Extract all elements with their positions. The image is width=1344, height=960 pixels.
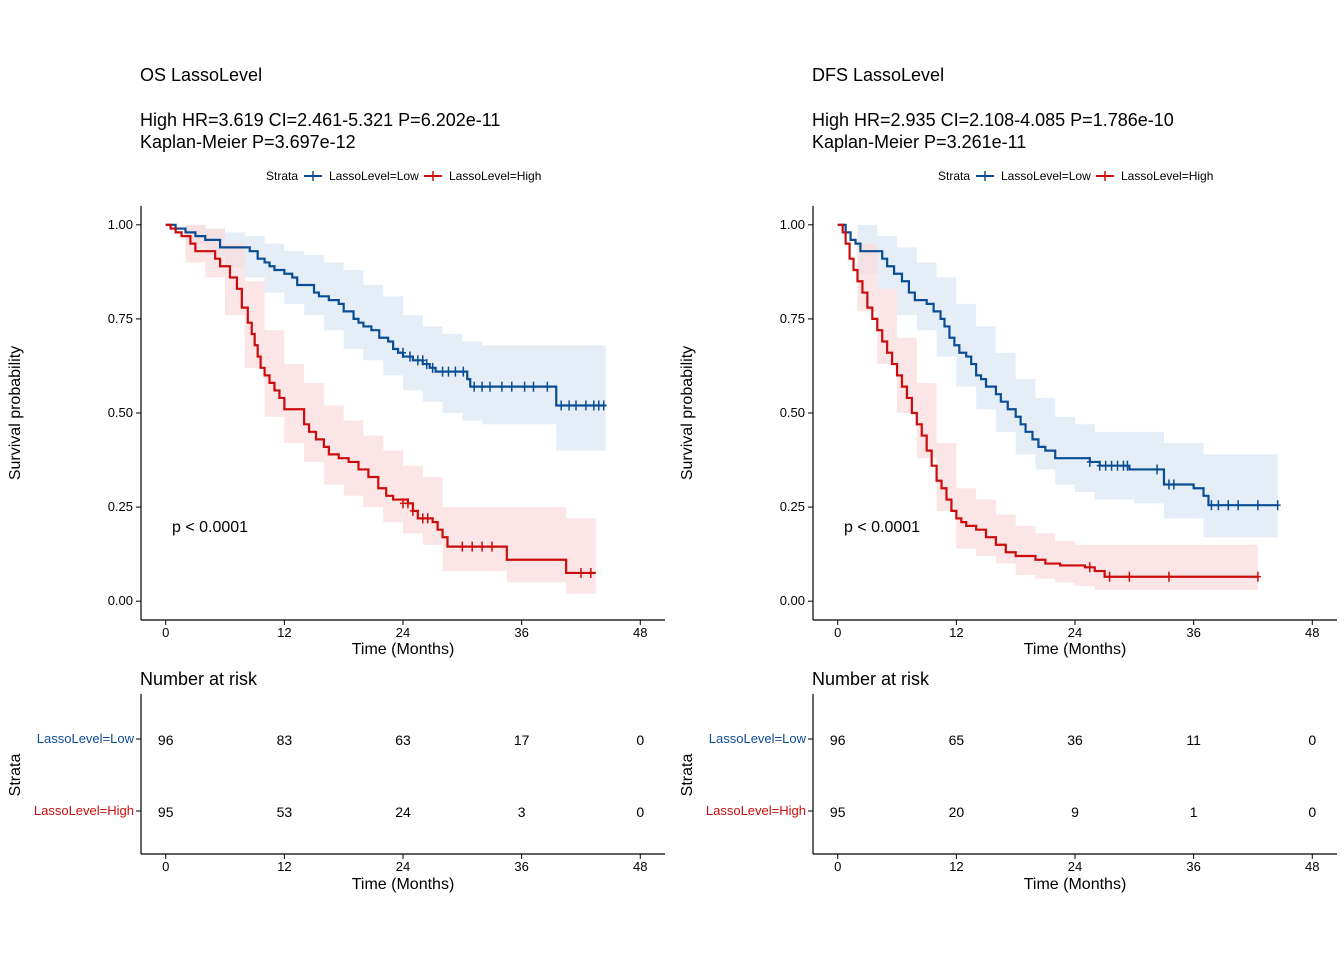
legend: Strata LassoLevel=Low LassoLevel=High bbox=[266, 169, 541, 183]
x-tick-label: 12 bbox=[277, 625, 291, 640]
chart-subtitle-line: Kaplan-Meier P=3.697e-12 bbox=[140, 132, 356, 152]
risk-count: 0 bbox=[1308, 804, 1316, 820]
legend-entry: LassoLevel=Low bbox=[329, 169, 419, 183]
ci-band-low bbox=[837, 224, 1278, 538]
risk-x-tick-label: 36 bbox=[514, 859, 528, 874]
y-tick-label: 0.75 bbox=[108, 311, 133, 326]
risk-count: 96 bbox=[158, 732, 174, 748]
x-axis-label: Time (Months) bbox=[352, 641, 455, 658]
chart-title: OS LassoLevel bbox=[140, 65, 262, 85]
legend-title: Strata bbox=[938, 169, 970, 183]
risk-count: 65 bbox=[949, 732, 965, 748]
risk-x-tick-label: 24 bbox=[1068, 859, 1082, 874]
risk-count: 1 bbox=[1190, 804, 1198, 820]
y-axis-label: Survival probability bbox=[679, 346, 696, 480]
y-tick-label: 0.25 bbox=[108, 499, 133, 514]
y-tick-label: 0.00 bbox=[780, 593, 805, 608]
x-tick-label: 0 bbox=[834, 625, 841, 640]
risk-count: 53 bbox=[277, 804, 293, 820]
risk-count: 17 bbox=[514, 732, 530, 748]
risk-count: 83 bbox=[277, 732, 293, 748]
y-tick-label: 0.75 bbox=[780, 311, 805, 326]
risk-table-y-label: Strata bbox=[679, 754, 696, 797]
p-value-label: p < 0.0001 bbox=[844, 519, 920, 536]
legend-title: Strata bbox=[266, 169, 298, 183]
risk-x-tick-label: 0 bbox=[162, 859, 169, 874]
risk-count: 20 bbox=[949, 804, 965, 820]
risk-row-label: LassoLevel=High bbox=[706, 803, 806, 818]
x-tick-label: 12 bbox=[949, 625, 963, 640]
y-tick-label: 0.00 bbox=[108, 593, 133, 608]
risk-table: Number at risk LassoLevel=Low 96 83 63 17 0 Las… bbox=[7, 669, 665, 893]
chart-subtitle-line: Kaplan-Meier P=3.261e-11 bbox=[812, 132, 1026, 152]
risk-count: 96 bbox=[830, 732, 846, 748]
survival-panel-1: OS LassoLevel High HR=3.619 CI=2.461-5.32… bbox=[7, 65, 665, 893]
x-tick-label: 48 bbox=[1305, 625, 1319, 640]
risk-table-x-label: Time (Months) bbox=[352, 876, 455, 893]
risk-count: 3 bbox=[518, 804, 526, 820]
risk-count: 0 bbox=[636, 804, 644, 820]
risk-x-tick-label: 36 bbox=[1186, 859, 1200, 874]
x-tick-label: 48 bbox=[633, 625, 647, 640]
chart-title: DFS LassoLevel bbox=[812, 65, 944, 85]
risk-table-title: Number at risk bbox=[140, 669, 258, 689]
risk-count: 63 bbox=[395, 732, 411, 748]
risk-x-tick-label: 48 bbox=[633, 859, 647, 874]
y-tick-label: 0.50 bbox=[780, 405, 805, 420]
risk-count: 36 bbox=[1067, 732, 1083, 748]
survival-curve-high bbox=[165, 223, 596, 575]
risk-x-tick-label: 48 bbox=[1305, 859, 1319, 874]
x-tick-label: 36 bbox=[514, 625, 528, 640]
y-tick-label: 0.50 bbox=[108, 405, 133, 420]
risk-count: 9 bbox=[1071, 804, 1079, 820]
risk-row-label: LassoLevel=Low bbox=[709, 731, 807, 746]
risk-count: 11 bbox=[1186, 732, 1201, 748]
chart-subtitle-line: High HR=3.619 CI=2.461-5.321 P=6.202e-11 bbox=[140, 110, 500, 130]
x-tick-label: 24 bbox=[396, 625, 410, 640]
risk-table: Number at risk LassoLevel=Low 96 65 36 11 0 Las… bbox=[679, 669, 1337, 893]
survival-panel-2: DFS LassoLevel High HR=2.935 CI=2.108-4.0… bbox=[679, 65, 1337, 893]
y-axis-label: Survival probability bbox=[7, 346, 24, 480]
risk-count: 0 bbox=[1308, 732, 1316, 748]
x-tick-label: 0 bbox=[162, 625, 169, 640]
risk-table-y-label: Strata bbox=[7, 754, 24, 797]
y-tick-label: 1.00 bbox=[108, 217, 133, 232]
ci-band-high bbox=[165, 224, 596, 594]
survival-curve-high bbox=[837, 223, 1258, 578]
x-tick-label: 24 bbox=[1068, 625, 1082, 640]
risk-row-label: LassoLevel=High bbox=[34, 803, 134, 818]
chart-subtitle-line: High HR=2.935 CI=2.108-4.085 P=1.786e-10 bbox=[812, 110, 1174, 130]
risk-count: 95 bbox=[158, 804, 174, 820]
legend-entry: LassoLevel=High bbox=[1121, 169, 1213, 183]
risk-count: 95 bbox=[830, 804, 846, 820]
ci-band-high bbox=[837, 224, 1258, 590]
risk-x-tick-label: 0 bbox=[834, 859, 841, 874]
legend-entry: LassoLevel=High bbox=[449, 169, 541, 183]
risk-x-tick-label: 12 bbox=[949, 859, 963, 874]
p-value-label: p < 0.0001 bbox=[172, 519, 248, 536]
y-tick-label: 0.25 bbox=[780, 499, 805, 514]
risk-x-tick-label: 12 bbox=[277, 859, 291, 874]
risk-table-title: Number at risk bbox=[812, 669, 930, 689]
risk-row-label: LassoLevel=Low bbox=[37, 731, 135, 746]
y-tick-label: 1.00 bbox=[780, 217, 805, 232]
risk-x-tick-label: 24 bbox=[396, 859, 410, 874]
legend: Strata LassoLevel=Low LassoLevel=High bbox=[938, 169, 1213, 183]
legend-entry: LassoLevel=Low bbox=[1001, 169, 1091, 183]
risk-count: 0 bbox=[636, 732, 644, 748]
x-tick-label: 36 bbox=[1186, 625, 1200, 640]
x-axis-label: Time (Months) bbox=[1024, 641, 1127, 658]
risk-table-x-label: Time (Months) bbox=[1024, 876, 1127, 893]
risk-count: 24 bbox=[395, 804, 411, 820]
